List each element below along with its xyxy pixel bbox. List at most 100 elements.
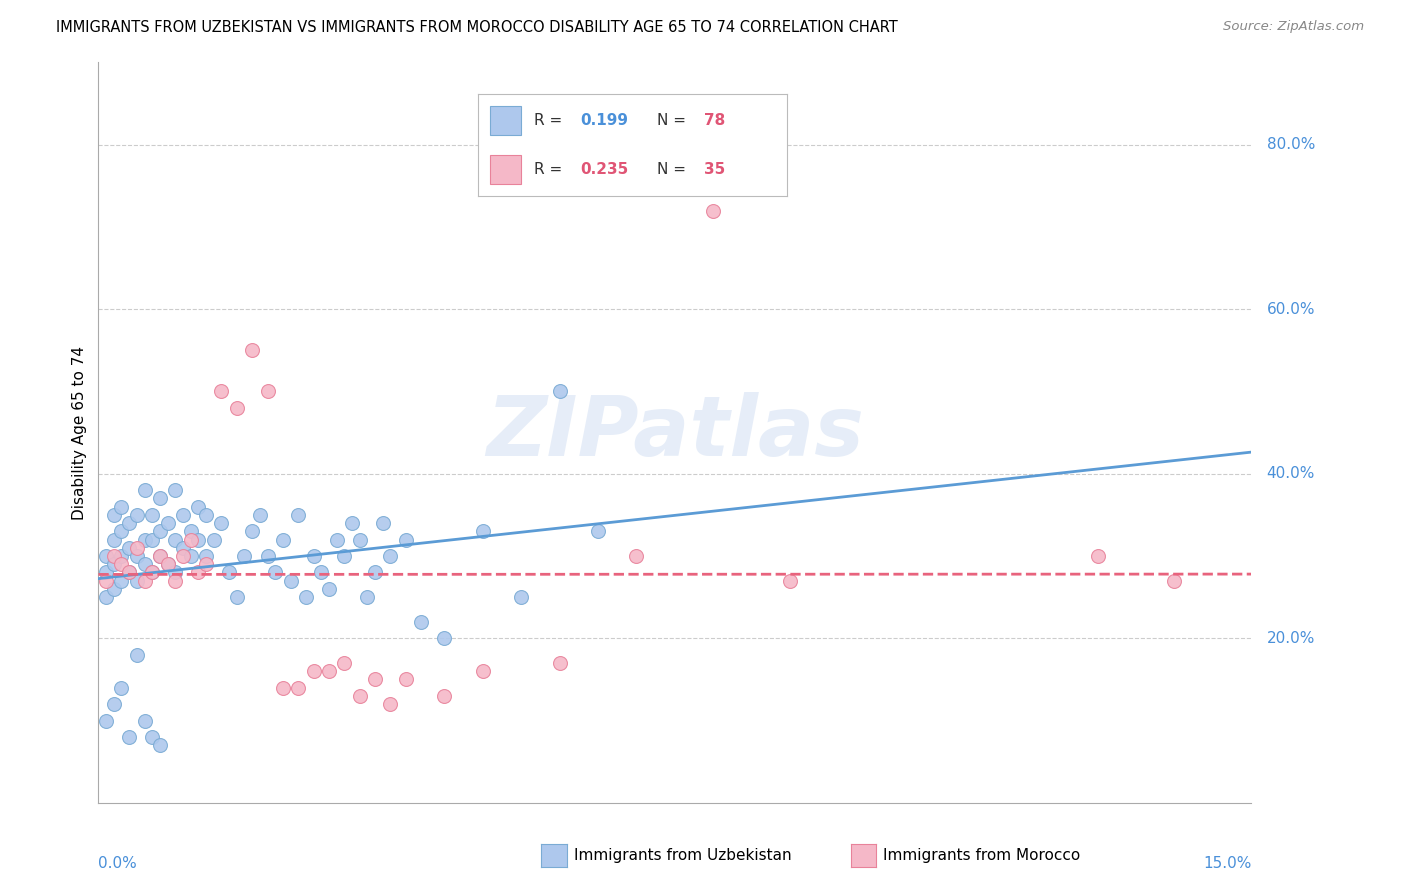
- Text: R =: R =: [534, 112, 567, 128]
- Point: [364, 673, 387, 687]
- Point: [134, 574, 156, 588]
- Point: [149, 549, 172, 563]
- Point: [141, 730, 163, 744]
- Point: [110, 524, 132, 539]
- Text: Source: ZipAtlas.com: Source: ZipAtlas.com: [1223, 20, 1364, 33]
- Point: [165, 533, 187, 547]
- Point: [218, 566, 240, 580]
- Point: [349, 533, 371, 547]
- Text: Immigrants from Uzbekistan: Immigrants from Uzbekistan: [574, 848, 792, 863]
- Point: [302, 549, 325, 563]
- Point: [548, 384, 571, 399]
- Point: [94, 714, 117, 728]
- Point: [209, 516, 232, 530]
- Point: [165, 483, 187, 498]
- Text: 40.0%: 40.0%: [1267, 467, 1315, 482]
- Point: [1087, 549, 1109, 563]
- Point: [364, 566, 387, 580]
- Point: [318, 582, 340, 596]
- Point: [586, 524, 609, 539]
- FancyBboxPatch shape: [491, 106, 522, 135]
- Point: [125, 549, 148, 563]
- Point: [325, 533, 347, 547]
- Point: [195, 558, 218, 572]
- Point: [187, 500, 209, 514]
- Point: [195, 508, 218, 522]
- Point: [702, 203, 724, 218]
- Text: ZIPatlas: ZIPatlas: [486, 392, 863, 473]
- Point: [125, 541, 148, 555]
- Point: [371, 516, 394, 530]
- Point: [333, 656, 356, 670]
- Point: [103, 697, 125, 711]
- Text: N =: N =: [658, 112, 692, 128]
- Point: [118, 516, 141, 530]
- Point: [249, 508, 271, 522]
- Point: [141, 533, 163, 547]
- Point: [125, 574, 148, 588]
- FancyBboxPatch shape: [491, 155, 522, 184]
- Point: [318, 664, 340, 678]
- Point: [187, 533, 209, 547]
- Point: [134, 483, 156, 498]
- Point: [256, 549, 278, 563]
- Point: [125, 648, 148, 662]
- Point: [118, 730, 141, 744]
- Point: [287, 681, 309, 695]
- Point: [233, 549, 256, 563]
- Point: [94, 590, 117, 604]
- Point: [195, 549, 218, 563]
- Text: R =: R =: [534, 162, 567, 178]
- Point: [141, 508, 163, 522]
- Point: [395, 673, 418, 687]
- Point: [471, 664, 494, 678]
- Point: [94, 574, 117, 588]
- Point: [118, 566, 141, 580]
- Point: [256, 384, 278, 399]
- Text: IMMIGRANTS FROM UZBEKISTAN VS IMMIGRANTS FROM MOROCCO DISABILITY AGE 65 TO 74 CO: IMMIGRANTS FROM UZBEKISTAN VS IMMIGRANTS…: [56, 20, 898, 35]
- Text: 35: 35: [704, 162, 725, 178]
- Point: [510, 590, 533, 604]
- Text: 0.199: 0.199: [581, 112, 628, 128]
- Point: [156, 516, 179, 530]
- Point: [311, 566, 333, 580]
- Point: [180, 533, 202, 547]
- Point: [110, 549, 132, 563]
- Point: [118, 566, 141, 580]
- Point: [187, 566, 209, 580]
- Text: Immigrants from Morocco: Immigrants from Morocco: [883, 848, 1080, 863]
- Text: 0.235: 0.235: [581, 162, 628, 178]
- Point: [180, 549, 202, 563]
- Text: 80.0%: 80.0%: [1267, 137, 1315, 153]
- Point: [240, 343, 263, 358]
- Point: [110, 558, 132, 572]
- Point: [779, 574, 801, 588]
- Text: N =: N =: [658, 162, 692, 178]
- Point: [180, 524, 202, 539]
- Point: [156, 558, 179, 572]
- Point: [103, 533, 125, 547]
- Point: [240, 524, 263, 539]
- Point: [411, 615, 433, 629]
- Text: 20.0%: 20.0%: [1267, 631, 1315, 646]
- Point: [225, 590, 247, 604]
- Point: [141, 566, 163, 580]
- Point: [225, 401, 247, 415]
- Point: [149, 738, 172, 752]
- Point: [165, 566, 187, 580]
- Point: [333, 549, 356, 563]
- Point: [134, 533, 156, 547]
- Point: [103, 549, 125, 563]
- Text: 60.0%: 60.0%: [1267, 301, 1315, 317]
- Point: [94, 566, 117, 580]
- Point: [433, 689, 456, 703]
- Point: [149, 549, 172, 563]
- Point: [395, 533, 418, 547]
- Point: [287, 508, 309, 522]
- Text: 0.0%: 0.0%: [98, 856, 138, 871]
- Point: [271, 533, 294, 547]
- Point: [110, 574, 132, 588]
- Point: [626, 549, 648, 563]
- Point: [156, 558, 179, 572]
- Point: [349, 689, 371, 703]
